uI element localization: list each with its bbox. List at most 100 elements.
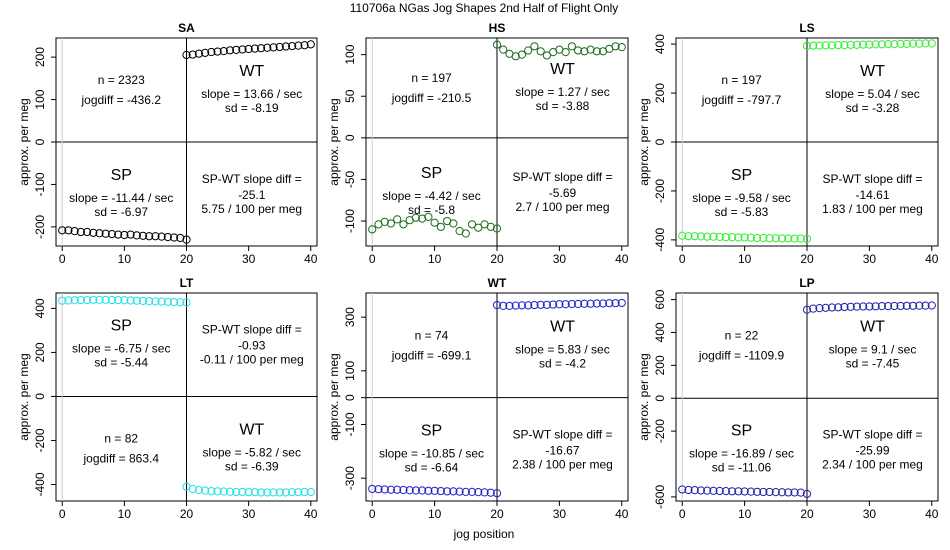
wt-point (499, 301, 508, 310)
sp-point (95, 295, 104, 304)
x-tick-label: 10 (738, 252, 752, 266)
wt-point (300, 41, 309, 50)
sp-point (449, 219, 458, 228)
y-tick-label: -400 (33, 472, 47, 496)
wt-point (883, 40, 893, 49)
annotation-line: WT (550, 318, 575, 335)
sp-point (715, 232, 724, 242)
annotation-line: WT (860, 63, 885, 80)
sp-point (765, 234, 774, 243)
y-tick-label: -100 (343, 412, 357, 436)
wt-point (567, 299, 576, 309)
y-tick-label: 300 (343, 307, 357, 327)
wt-point (256, 44, 266, 53)
x-tick-label: 40 (925, 252, 939, 266)
sp-point (455, 487, 464, 496)
sp-point (145, 297, 154, 306)
sp-point (430, 218, 439, 227)
sp-point (436, 486, 445, 496)
wt-point (821, 303, 830, 312)
sp-point (424, 486, 433, 495)
wt-point (207, 47, 216, 57)
annotation-line: sd = -5.83 (715, 205, 769, 219)
y-tick-label: 100 (343, 44, 357, 64)
sp-point (405, 486, 414, 495)
annotation-line: slope = 13.66 / sec (201, 87, 302, 101)
y-tick-label: 200 (33, 342, 47, 362)
sp-point (76, 295, 85, 305)
sp-point (474, 488, 483, 497)
wt-point (213, 487, 222, 496)
sp-point (368, 484, 377, 494)
sp-point (368, 225, 377, 234)
sp-point (734, 233, 743, 242)
wt-point (815, 304, 824, 313)
annotation-line: sd = -11.06 (712, 461, 772, 475)
y-tick-label: -400 (653, 228, 667, 252)
x-tick-label: 0 (59, 507, 66, 521)
wt-point (580, 299, 589, 308)
y-tick-label: -200 (33, 215, 47, 239)
y-axis-label: approx. per meg (637, 98, 651, 185)
y-tick-label: -200 (653, 419, 667, 443)
annotation-line: slope = -5.82 / sec (203, 446, 301, 460)
sp-point (678, 231, 687, 240)
y-tick-label: -200 (33, 428, 47, 452)
sp-point (386, 219, 396, 228)
wt-point (225, 46, 235, 55)
sp-point (58, 296, 67, 305)
x-tick-label: 30 (553, 507, 567, 521)
annotation-top-left: n = 2323 jogdiff = -436.2 (80, 73, 161, 107)
y-axis-label: approx. per meg (17, 353, 31, 440)
sp-point (703, 486, 712, 495)
x-axis-label: jog position (453, 527, 515, 541)
sp-point (132, 231, 141, 240)
sp-point (734, 487, 743, 496)
sp-point (771, 488, 780, 497)
annotation-line: SP (111, 167, 132, 184)
panel-lt: LT 0 10 20 30 40 -400 -200 0 200 400 approx. per me… (17, 276, 318, 521)
sp-point (101, 229, 110, 238)
sp-point (399, 220, 408, 229)
wt-point (827, 303, 837, 312)
annotation-line: -14.61 (855, 188, 889, 202)
wt-point (244, 488, 253, 497)
wt-point (865, 40, 874, 49)
wt-point (827, 41, 837, 50)
annotation-line: SP-WT slope diff = (513, 170, 613, 184)
sp-point (740, 487, 749, 496)
wt-point (877, 302, 886, 311)
sp-point (474, 223, 483, 232)
sp-point (721, 487, 731, 496)
sp-point (721, 233, 731, 242)
y-tick-label: 0 (343, 394, 357, 401)
annotation-line: sd = -3.88 (536, 99, 590, 113)
annotation-line: n = 22 (725, 329, 759, 343)
annotation-bottom-right: SP-WT slope diff = -16.672.38 / 100 per m… (512, 427, 613, 471)
panel-title: WT (488, 276, 507, 290)
sp-point (777, 234, 787, 243)
annotation-line: -0.93 (238, 339, 266, 353)
sp-point (132, 296, 141, 305)
wt-point (219, 487, 228, 496)
wt-point (263, 43, 272, 52)
wt-point (492, 300, 502, 310)
sp-point (684, 485, 693, 495)
wt-point (275, 488, 284, 497)
annotation-line: slope = 5.04 / sec (825, 87, 919, 101)
wt-point (802, 305, 812, 314)
sp-point (430, 486, 439, 495)
y-axis-label: approx. per meg (327, 353, 341, 440)
panel-title: HS (489, 21, 506, 35)
annotation-line: jogdiff = 863.4 (82, 452, 159, 466)
sp-point (82, 227, 92, 237)
panel-ls: LS 0 10 20 30 40 -400 -200 0 200 400 approx. per me… (637, 21, 939, 266)
sp-point (89, 295, 98, 304)
annotation-line: n = 2323 (98, 73, 145, 87)
sp-point (436, 222, 445, 231)
